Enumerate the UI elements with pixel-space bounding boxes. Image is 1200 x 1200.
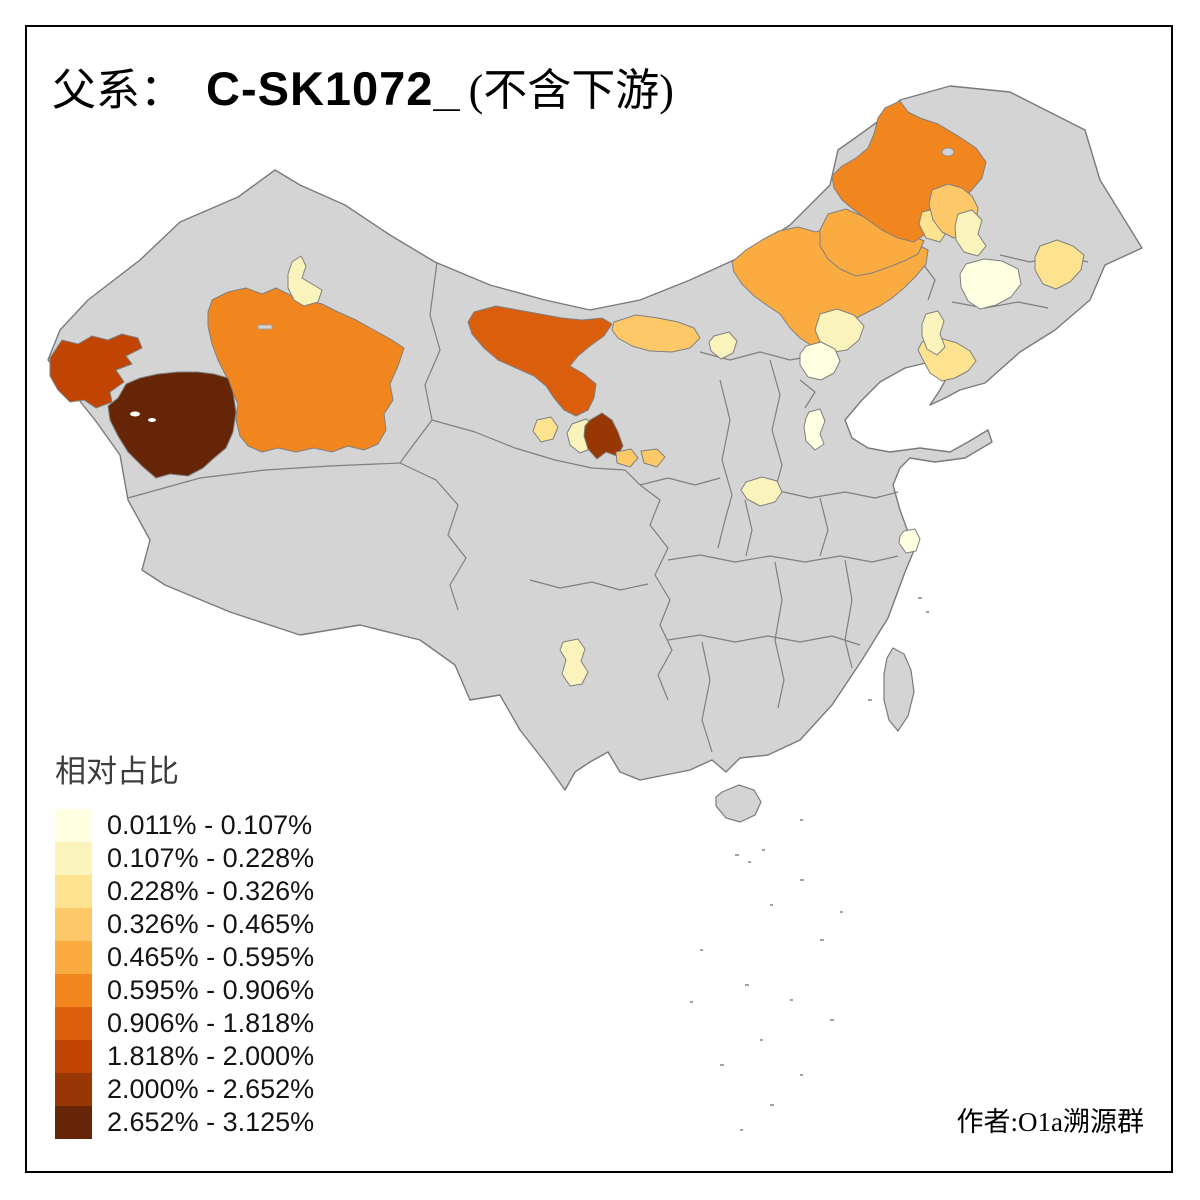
region-shanxi-strip bbox=[803, 408, 826, 451]
legend-row: 0.107% - 0.228% bbox=[55, 842, 314, 875]
region-chaoyang bbox=[814, 308, 865, 353]
legend-label: 2.652% - 3.125% bbox=[107, 1107, 315, 1137]
region-zhengzhou bbox=[740, 476, 783, 507]
region-jiuquan-zhangye bbox=[467, 305, 613, 417]
hainan-island bbox=[715, 784, 762, 823]
attribution: 作者:O1a溯源群 bbox=[956, 1107, 1144, 1137]
legend-label: 0.228% - 0.326% bbox=[107, 876, 315, 906]
legend-row: 0.465% - 0.595% bbox=[55, 941, 314, 974]
region-bayannur-alxa bbox=[611, 314, 701, 353]
region-hohhot bbox=[708, 331, 738, 360]
south-china-sea-islets bbox=[690, 597, 929, 1131]
legend-swatch bbox=[55, 809, 92, 842]
legend-row: 0.228% - 0.326% bbox=[55, 875, 314, 908]
legend-swatch bbox=[55, 974, 92, 1007]
region-shanghai bbox=[898, 528, 921, 554]
region-nen-suihua bbox=[954, 209, 987, 257]
region-kashgar-kizilsu bbox=[49, 333, 143, 409]
province-borders bbox=[127, 254, 1089, 753]
legend-row: 0.326% - 0.465% bbox=[55, 908, 314, 941]
region-shenyang-strip bbox=[921, 310, 946, 356]
lake-speck bbox=[148, 418, 156, 422]
region-qinghai-east bbox=[532, 416, 559, 443]
lake-speck bbox=[130, 411, 140, 417]
legend-rows: 0.011% - 0.107% 0.107% - 0.228% 0.228% - 0… bbox=[55, 809, 314, 1139]
lake-speck bbox=[257, 324, 273, 330]
legend-title: 相对占比 bbox=[55, 754, 179, 789]
legend-swatch bbox=[55, 1073, 92, 1106]
legend-label: 0.107% - 0.228% bbox=[107, 843, 315, 873]
legend-label: 1.818% - 2.000% bbox=[107, 1041, 315, 1071]
title-suffix: (不含下游) bbox=[468, 66, 674, 115]
region-gannan-east bbox=[640, 448, 666, 468]
legend-row: 2.652% - 3.125% bbox=[55, 1106, 314, 1139]
legend: 相对占比 0.011% - 0.107% 0.107% - 0.228% 0.228… bbox=[55, 746, 314, 1139]
region-beijing bbox=[799, 341, 841, 381]
title-haplogroup: C-SK1072_ bbox=[206, 62, 461, 115]
plot-title: 父系： C-SK1072_ (不含下游) bbox=[52, 54, 674, 118]
region-jiamusi-hegang bbox=[1034, 239, 1085, 290]
legend-label: 0.326% - 0.465% bbox=[107, 909, 315, 939]
legend-label: 0.595% - 0.906% bbox=[107, 975, 315, 1005]
legend-swatch bbox=[55, 1007, 92, 1040]
legend-swatch bbox=[55, 875, 92, 908]
legend-swatch bbox=[55, 1106, 92, 1139]
legend-row: 1.818% - 2.000% bbox=[55, 1040, 314, 1073]
title-prefix: 父系： bbox=[52, 66, 184, 115]
plot-frame bbox=[25, 25, 1173, 1173]
legend-row: 0.906% - 1.818% bbox=[55, 1007, 314, 1040]
taiwan-island bbox=[883, 647, 915, 733]
region-wuwei-lanzhou bbox=[583, 412, 624, 460]
legend-row: 0.595% - 0.906% bbox=[55, 974, 314, 1007]
legend-label: 2.000% - 2.652% bbox=[107, 1074, 315, 1104]
legend-label: 0.011% - 0.107% bbox=[107, 810, 313, 840]
region-hotan bbox=[107, 371, 237, 479]
choropleth-regions bbox=[49, 100, 1085, 687]
legend-swatch bbox=[55, 842, 92, 875]
region-harbin bbox=[959, 258, 1022, 310]
islands bbox=[690, 597, 929, 1131]
enclave-speck bbox=[941, 147, 955, 157]
legend-label: 0.906% - 1.818% bbox=[107, 1008, 315, 1038]
region-chuxiong-yunnan bbox=[559, 638, 589, 687]
legend-row: 2.000% - 2.652% bbox=[55, 1073, 314, 1106]
legend-swatch bbox=[55, 908, 92, 941]
legend-label: 0.465% - 0.595% bbox=[107, 942, 315, 972]
region-urumqi-changji bbox=[287, 255, 323, 307]
legend-swatch bbox=[55, 1040, 92, 1073]
legend-swatch bbox=[55, 941, 92, 974]
legend-row: 0.011% - 0.107% bbox=[55, 809, 314, 842]
region-gannan-west bbox=[615, 448, 639, 468]
